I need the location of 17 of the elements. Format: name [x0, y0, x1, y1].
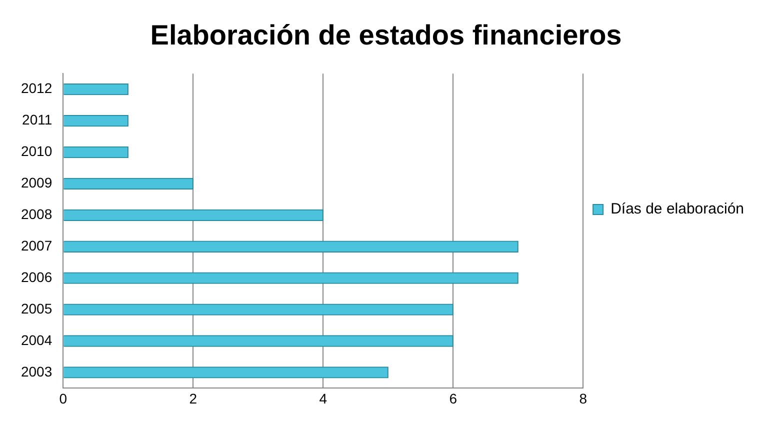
y-tick-label: 2007 [20, 237, 52, 254]
y-tick-label: 2005 [20, 300, 52, 316]
y-tick-label: 2010 [20, 143, 52, 160]
x-tick-label: 4 [319, 390, 328, 406]
x-tick-label: 2 [189, 390, 198, 406]
y-tick-label: 2003 [20, 363, 52, 380]
y-tick-label: 2009 [20, 174, 52, 191]
legend-label: Días de elaboración [610, 200, 744, 218]
y-tick-label: 2004 [20, 332, 52, 348]
y-tick-label: 2012 [20, 80, 52, 96]
x-tick-label: 0 [59, 390, 68, 406]
y-tick-label: 2006 [20, 268, 52, 285]
y-tick-label: 2008 [20, 206, 52, 222]
y-tick-label: 2011 [22, 112, 52, 128]
x-tick-label: 6 [449, 390, 458, 406]
x-tick-label: 8 [579, 390, 588, 406]
chart-title: Elaboración de estados financieros [150, 20, 622, 51]
